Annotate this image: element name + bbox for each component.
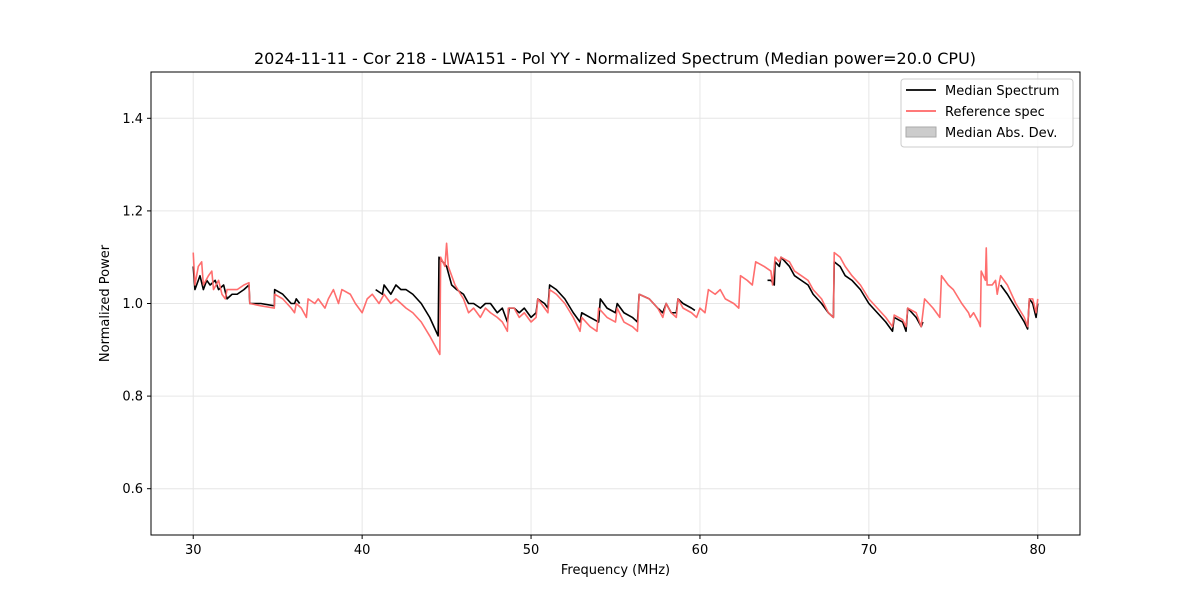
x-tick-label: 80 (1029, 543, 1046, 558)
series-line-reference-spec (192, 242, 1039, 356)
series-line-median-spectrum (999, 284, 1039, 330)
ticks: 30 40 50 60 70 80 0.6 0.8 1.0 1.2 1.4 (122, 112, 1046, 558)
series-line-median-spectrum (192, 266, 301, 307)
y-axis-label: Normalized Power (98, 244, 113, 362)
x-tick-label: 40 (354, 543, 371, 558)
y-tick-label: 0.6 (122, 482, 143, 497)
y-tick-label: 1.2 (122, 204, 143, 219)
chart-title: 2024-11-11 - Cor 218 - LWA151 - Pol YY -… (254, 49, 976, 68)
series-layer (192, 242, 1039, 356)
x-tick-label: 50 (523, 543, 540, 558)
legend-label-reference-spec: Reference spec (945, 105, 1045, 120)
x-axis-label: Frequency (MHz) (561, 563, 670, 578)
x-tick-label: 30 (185, 543, 202, 558)
legend-box (900, 78, 1074, 148)
y-tick-label: 1.0 (122, 297, 143, 312)
y-tick-label: 0.8 (122, 390, 143, 405)
legend-label-median-abs-dev: Median Abs. Dev. (945, 126, 1057, 141)
legend: Median Spectrum Reference spec Median Ab… (900, 78, 1074, 148)
x-tick-label: 70 (861, 543, 878, 558)
legend-label-median-spectrum: Median Spectrum (945, 84, 1059, 99)
legend-swatch-median-abs-dev (905, 126, 937, 138)
x-tick-label: 60 (692, 543, 709, 558)
y-tick-label: 1.4 (122, 112, 143, 127)
